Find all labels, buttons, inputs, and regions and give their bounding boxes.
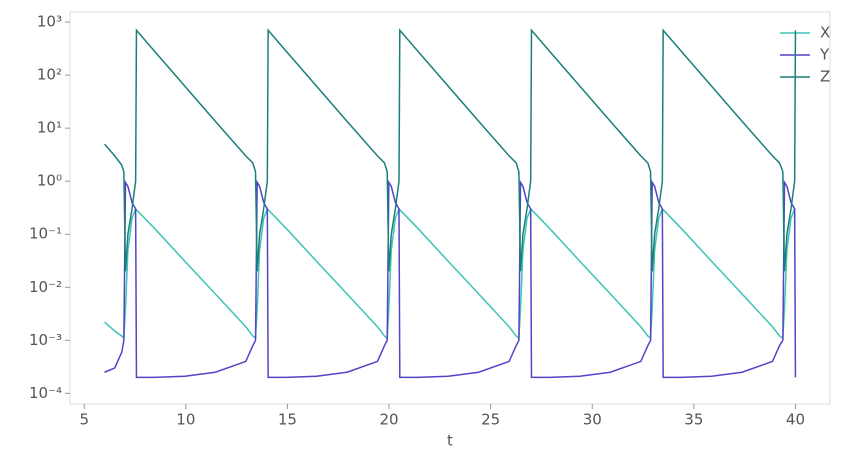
x-tick-label: 25 [481, 411, 500, 429]
x-tick-label: 15 [278, 411, 297, 429]
x-tick-label: 35 [684, 411, 703, 429]
y-tick-label: 10² [37, 66, 62, 84]
x-tick-label: 10 [176, 411, 195, 429]
x-tick-label: 30 [583, 411, 602, 429]
x-tick-label: 5 [79, 411, 89, 429]
line-series [103, 28, 797, 272]
y-tick-label: 10⁰ [37, 172, 62, 190]
x-axis-label: t [447, 432, 453, 450]
x-tick-label: 20 [379, 411, 398, 429]
plot-frame [69, 11, 831, 405]
y-tick-label: 10¹ [37, 119, 62, 137]
legend-label: Z [820, 68, 830, 86]
legend-label: Y [819, 46, 830, 64]
y-tick-label: 10⁻³ [29, 331, 62, 349]
y-tick-label: 10⁻² [29, 278, 62, 296]
legend-label: X [820, 24, 830, 42]
legend: XYZ [780, 24, 830, 86]
y-tick-label: 10⁻⁴ [29, 384, 62, 402]
line-series [104, 179, 797, 379]
x-tick-label: 40 [786, 411, 805, 429]
y-tick-label: 10⁻¹ [29, 225, 62, 243]
y-tick-label: 10³ [37, 13, 62, 31]
line-series [104, 207, 796, 340]
